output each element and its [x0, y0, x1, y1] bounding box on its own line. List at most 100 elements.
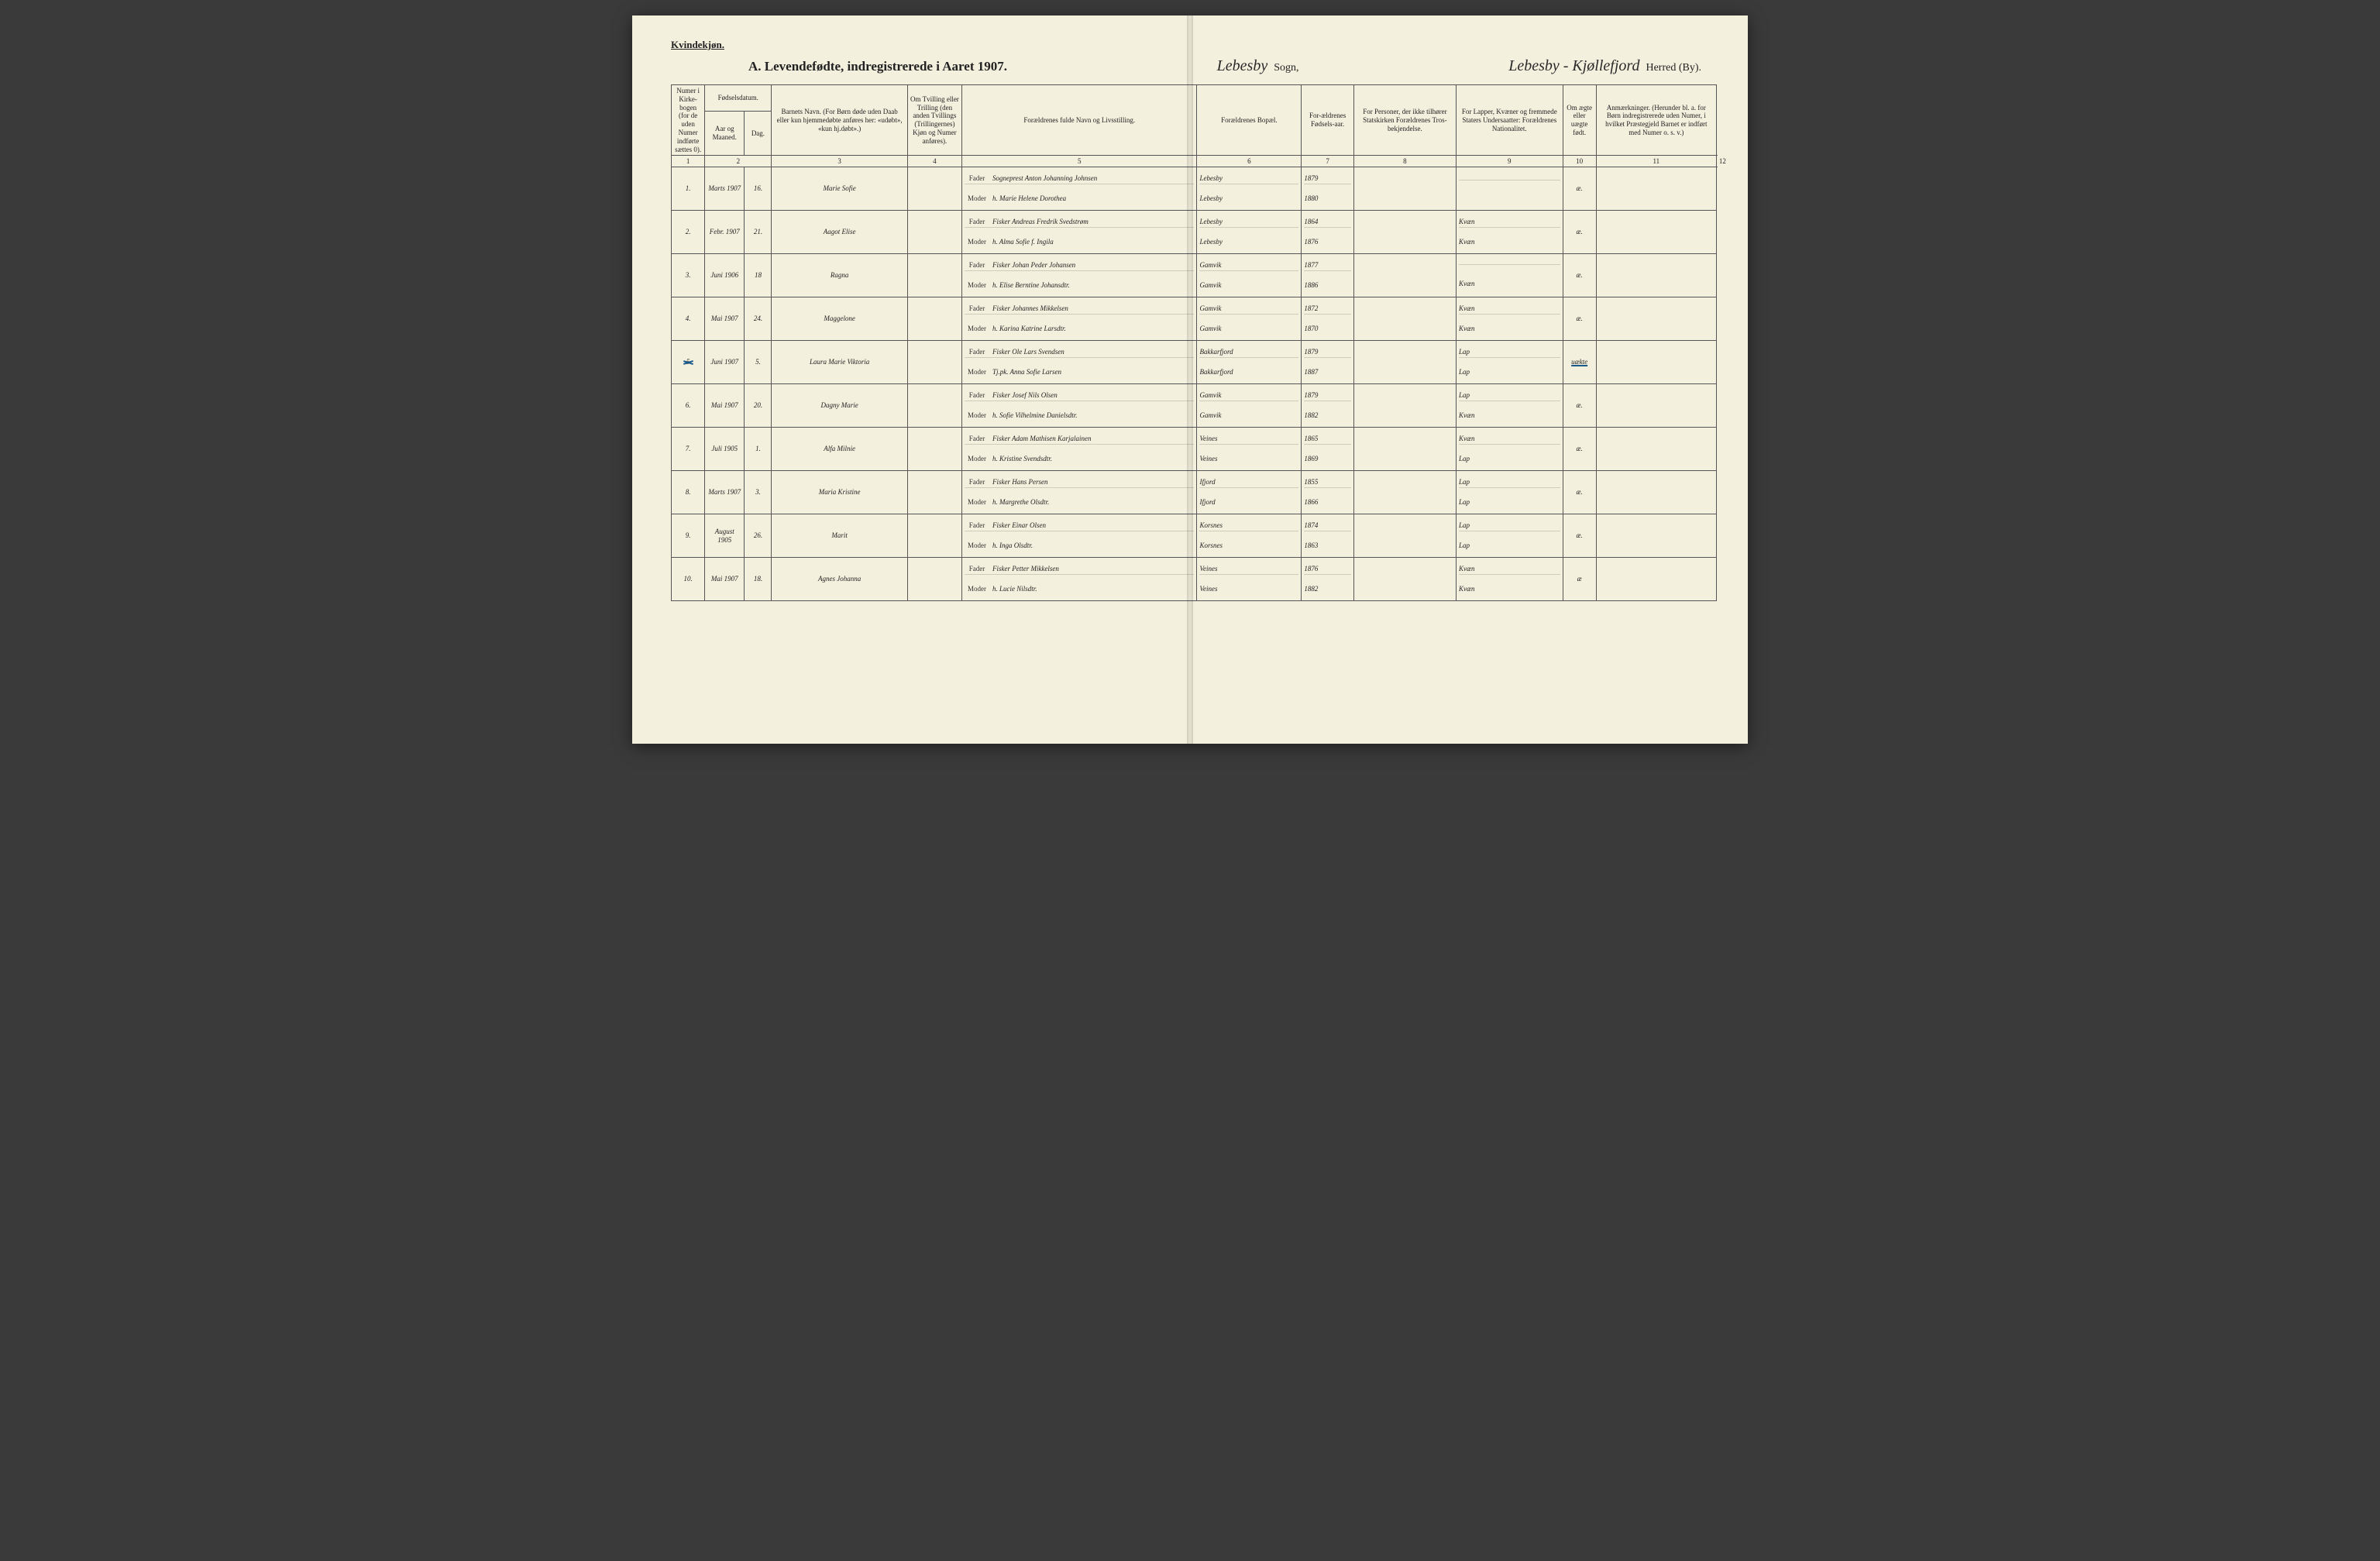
- column-number: 9: [1457, 156, 1563, 167]
- birth-year-month: Marts 1907: [705, 167, 745, 211]
- col-header: Forældrenes Bopæl.: [1197, 85, 1302, 156]
- legitimacy: æ.: [1563, 514, 1596, 558]
- birth-day: 21.: [745, 211, 772, 254]
- col-header: Anmærkninger. (Herunder bl. a. for Børn …: [1596, 85, 1716, 156]
- birth-year-month: August 1905: [705, 514, 745, 558]
- legitimacy: æ.: [1563, 167, 1596, 211]
- parents-residence: GamvikGamvik: [1197, 297, 1302, 341]
- parents-residence: BakkarfjordBakkarfjord: [1197, 341, 1302, 384]
- table-row: 1.Marts 190716.Marie Sofie FaderSognepre…: [672, 167, 1717, 211]
- col-header: Barnets Navn. (For Børn døde uden Daab e…: [772, 85, 907, 156]
- nationality: KvænKvæn: [1457, 297, 1563, 341]
- col-header: Om ægte eller uægte født.: [1563, 85, 1596, 156]
- col-header: For Personer, der ikke tilhører Statskir…: [1353, 85, 1456, 156]
- table-row: 7.Juli 19051.Alfa Milnie FaderFisker Ada…: [672, 428, 1717, 471]
- birth-day: 3.: [745, 471, 772, 514]
- legitimacy: æ.: [1563, 428, 1596, 471]
- parents-names: FaderFisker Einar Olsen Moderh. Inga Ols…: [961, 514, 1197, 558]
- nationality: KvænKvæn: [1457, 211, 1563, 254]
- herred-label: Herred (By).: [1646, 62, 1701, 74]
- remarks: [1596, 341, 1716, 384]
- col-header: For Lapper, Kvæner og fremmede Staters U…: [1457, 85, 1563, 156]
- column-number: 7: [1302, 156, 1353, 167]
- parents-residence: VeinesVeines: [1197, 558, 1302, 601]
- parents-names: FaderFisker Adam Mathisen Karjalainen Mo…: [961, 428, 1197, 471]
- nationality: KvænKvæn: [1457, 558, 1563, 601]
- birth-year-month: Mai 1907: [705, 297, 745, 341]
- religion: [1353, 558, 1456, 601]
- remarks: [1596, 558, 1716, 601]
- twin-info: [907, 514, 961, 558]
- child-name: Maggelone: [772, 297, 907, 341]
- birth-day: 1.: [745, 428, 772, 471]
- column-number: 8: [1353, 156, 1456, 167]
- remarks: [1596, 254, 1716, 297]
- sogn-script: Lebesby: [1217, 57, 1268, 75]
- sogn-label: Sogn,: [1274, 62, 1298, 74]
- nationality: LapLap: [1457, 471, 1563, 514]
- legitimacy: æ.: [1563, 384, 1596, 428]
- gender-label: Kvindekjøn.: [671, 39, 1717, 51]
- religion: [1353, 514, 1456, 558]
- entry-number: 10.: [672, 558, 705, 601]
- religion: [1353, 341, 1456, 384]
- parents-birthyears: 18791887: [1302, 341, 1353, 384]
- col-header: Dag.: [745, 112, 772, 156]
- child-name: Marie Sofie: [772, 167, 907, 211]
- remarks: [1596, 167, 1716, 211]
- child-name: Aagot Elise: [772, 211, 907, 254]
- twin-info: [907, 471, 961, 514]
- religion: [1353, 384, 1456, 428]
- parents-birthyears: 18651869: [1302, 428, 1353, 471]
- parents-birthyears: 18721870: [1302, 297, 1353, 341]
- child-name: Dagny Marie: [772, 384, 907, 428]
- parents-residence: LebesbyLebesby: [1197, 167, 1302, 211]
- birth-day: 26.: [745, 514, 772, 558]
- col-header: For-ældrenes Fødsels-aar.: [1302, 85, 1353, 156]
- table-head: Numer i Kirke-bogen (for de uden Numer i…: [672, 85, 1717, 167]
- page-title: A. Levendefødte, indregistrerede i Aaret…: [748, 59, 1007, 74]
- birth-year-month: Juni 1907: [705, 341, 745, 384]
- remarks: [1596, 471, 1716, 514]
- column-number: 11: [1596, 156, 1716, 167]
- religion: [1353, 211, 1456, 254]
- child-name: Marit: [772, 514, 907, 558]
- parents-names: FaderFisker Petter Mikkelsen Moderh. Luc…: [961, 558, 1197, 601]
- entry-number: 4.: [672, 297, 705, 341]
- legitimacy: uækte: [1563, 341, 1596, 384]
- column-number: 6: [1197, 156, 1302, 167]
- column-number: 1: [672, 156, 705, 167]
- col-header: Numer i Kirke-bogen (for de uden Numer i…: [672, 85, 705, 156]
- column-number: 2: [705, 156, 772, 167]
- remarks: [1596, 384, 1716, 428]
- birth-day: 16.: [745, 167, 772, 211]
- religion: [1353, 471, 1456, 514]
- parents-names: FaderSogneprest Anton Johanning Johnsen …: [961, 167, 1197, 211]
- parents-birthyears: 18761882: [1302, 558, 1353, 601]
- legitimacy: æ.: [1563, 211, 1596, 254]
- table-row: 9.August 190526.Marit FaderFisker Einar …: [672, 514, 1717, 558]
- birth-year-month: Mai 1907: [705, 558, 745, 601]
- table-row: 4.Mai 190724.Maggelone FaderFisker Johan…: [672, 297, 1717, 341]
- remarks: [1596, 428, 1716, 471]
- parents-birthyears: 18771886: [1302, 254, 1353, 297]
- legitimacy: æ.: [1563, 254, 1596, 297]
- birth-year-month: Mai 1907: [705, 384, 745, 428]
- parents-birthyears: 18741863: [1302, 514, 1353, 558]
- parents-residence: IfjordIfjord: [1197, 471, 1302, 514]
- ledger-page: Kvindekjøn. A. Levendefødte, indregistre…: [632, 15, 1748, 744]
- birth-year-month: Febr. 1907: [705, 211, 745, 254]
- parents-names: FaderFisker Hans Persen Moderh. Margreth…: [961, 471, 1197, 514]
- parents-birthyears: 18791882: [1302, 384, 1353, 428]
- twin-info: [907, 341, 961, 384]
- birth-year-month: Juli 1905: [705, 428, 745, 471]
- twin-info: [907, 254, 961, 297]
- entry-number: 3.: [672, 254, 705, 297]
- nationality: KvænLap: [1457, 428, 1563, 471]
- parents-names: FaderFisker Ole Lars Svendsen ModerTj.pk…: [961, 341, 1197, 384]
- legitimacy: æ.: [1563, 297, 1596, 341]
- table-body: 1. Marts 190716.Marie Sofie FaderSognepre…: [672, 167, 1717, 601]
- child-name: Ragna: [772, 254, 907, 297]
- child-name: Laura Marie Viktoria: [772, 341, 907, 384]
- child-name: Maria Kristine: [772, 471, 907, 514]
